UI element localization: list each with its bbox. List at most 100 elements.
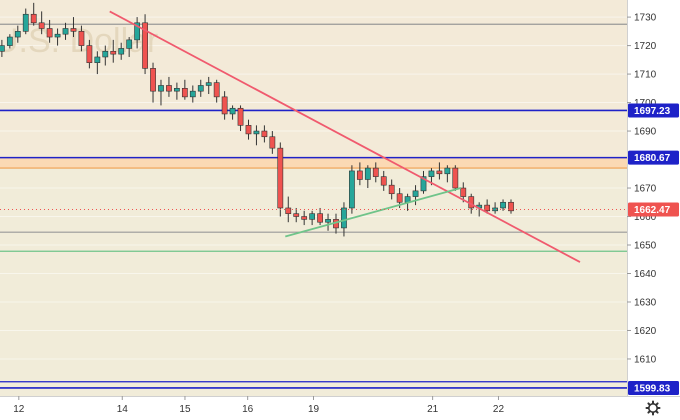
candle-body xyxy=(229,107,236,115)
price-level-badges: 1697.23 1680.67 1599.83 xyxy=(628,103,679,395)
candle-body xyxy=(500,201,506,209)
candle-body xyxy=(62,28,69,35)
candle-body xyxy=(70,28,77,32)
candle-body xyxy=(412,190,419,197)
candle-body xyxy=(158,85,164,92)
candle-body xyxy=(420,176,427,192)
price-level-badge-box xyxy=(628,380,679,395)
price-tick-label: 1720 xyxy=(634,41,657,52)
candle-body xyxy=(285,207,292,214)
time-axis-background[interactable] xyxy=(0,396,680,420)
price-tick-label: 1690 xyxy=(634,127,657,138)
candle-body xyxy=(309,213,316,220)
candle-body xyxy=(6,36,13,46)
candle-body xyxy=(508,201,514,212)
trendline[interactable] xyxy=(109,10,581,263)
candle-body xyxy=(205,82,212,86)
candle-body xyxy=(293,213,300,217)
candle-body xyxy=(380,176,387,186)
candle-body xyxy=(181,88,188,98)
chart-background-lower xyxy=(0,168,627,396)
candle-body xyxy=(269,136,276,149)
candle-body xyxy=(134,22,141,41)
candle-body xyxy=(396,193,403,203)
candle-body xyxy=(102,50,109,58)
candle-body xyxy=(452,167,459,189)
candle-body xyxy=(189,90,196,98)
time-tick-label: 14 xyxy=(117,404,129,415)
price-tick-label: 1710 xyxy=(634,70,657,81)
price-level-badge-label: 1599.83 xyxy=(634,383,671,394)
candle-body xyxy=(0,45,5,52)
horizontal-grid xyxy=(0,16,627,360)
candlestick-series xyxy=(0,2,514,237)
candle-body xyxy=(14,31,21,38)
candle-body xyxy=(110,50,117,55)
gear-ring xyxy=(647,402,658,413)
candle-body xyxy=(118,48,125,55)
candle-body xyxy=(372,167,379,177)
price-tick-label: 1730 xyxy=(634,13,657,24)
candle-body xyxy=(213,82,220,98)
price-tick-label: 1660 xyxy=(634,212,657,223)
candle-body xyxy=(22,13,29,32)
resistance-zone xyxy=(0,157,627,169)
candle-body xyxy=(460,187,467,197)
price-tick-label: 1610 xyxy=(634,354,657,365)
price-level-lines xyxy=(0,23,627,389)
price-tick-label: 1620 xyxy=(634,326,657,337)
price-tick-label: 1650 xyxy=(634,241,657,252)
candle-body xyxy=(261,130,268,138)
candle-body xyxy=(388,184,395,195)
trendlines[interactable] xyxy=(109,10,581,263)
price-tick-label: 1670 xyxy=(634,184,657,195)
candle-body xyxy=(150,68,156,92)
current-price-badge: 1662.47 xyxy=(628,202,679,217)
candle-body xyxy=(301,216,308,220)
candle-body xyxy=(245,125,252,135)
candle-body xyxy=(94,56,101,63)
candle-body xyxy=(221,96,228,115)
time-tick-label: 16 xyxy=(242,404,254,415)
candle-body xyxy=(126,39,133,49)
candle-body xyxy=(197,85,204,92)
price-level-badge-label: 1680.67 xyxy=(634,153,671,164)
candle-body xyxy=(174,88,180,92)
candle-body xyxy=(142,22,148,69)
candle-body xyxy=(364,167,371,180)
time-tick-label: 22 xyxy=(493,404,505,415)
candle-body xyxy=(349,170,355,209)
candle-body xyxy=(428,170,435,177)
price-tick-label: 1640 xyxy=(634,269,657,280)
price-level-badge-box xyxy=(628,150,679,165)
candle-body xyxy=(30,13,37,24)
candle-body xyxy=(46,28,53,38)
price-level-badge-label: 1697.23 xyxy=(634,106,671,117)
candle-body xyxy=(356,170,363,180)
candle-body xyxy=(341,207,347,229)
svg-text:1662.47: 1662.47 xyxy=(634,205,671,216)
price-level-badge-box xyxy=(628,103,679,118)
candle-body xyxy=(277,147,284,209)
time-tick-label: 19 xyxy=(308,404,320,415)
time-tick-label: 21 xyxy=(427,404,439,415)
candle-body xyxy=(317,213,323,223)
candle-body xyxy=(86,45,93,63)
candle-body xyxy=(166,85,172,92)
candle-body xyxy=(325,219,331,223)
time-axis-labels: 12 14 15 16 19 21 22 xyxy=(13,396,504,415)
chart-settings-gear-icon[interactable] xyxy=(645,400,661,416)
candle-body xyxy=(54,33,61,38)
candle-body xyxy=(78,31,85,46)
trendline[interactable] xyxy=(285,187,462,238)
candle-body xyxy=(38,22,45,29)
time-tick-label: 12 xyxy=(13,404,25,415)
candle-body xyxy=(253,130,260,135)
candle-body xyxy=(444,167,451,175)
candle-body xyxy=(484,204,491,212)
candle-body xyxy=(436,170,443,175)
candle-body xyxy=(237,107,244,126)
time-tick-label: 15 xyxy=(179,404,191,415)
price-tick-label: 1630 xyxy=(634,297,657,308)
